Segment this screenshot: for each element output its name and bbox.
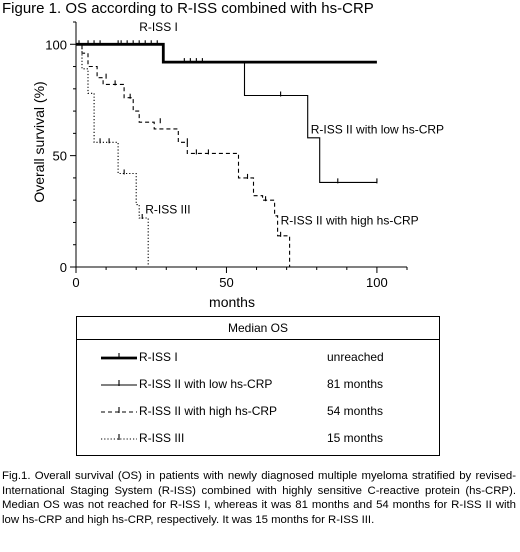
y-tick-label: 100 (45, 37, 67, 52)
series-line-0 (76, 42, 377, 64)
chart-axes: 0 50 100 0 50 100 (45, 21, 408, 290)
legend-value: 54 months (327, 404, 384, 418)
legend-row-riss-i: R-ISS I unreached (77, 347, 439, 367)
y-tick-label: 0 (60, 260, 67, 275)
figure-title: Figure 1. OS according to R-ISS combined… (2, 0, 374, 17)
legend-label: R-ISS III (139, 431, 185, 445)
series-annotation: R-ISS II with high hs-CRP (281, 214, 419, 228)
series-annotation: R-ISS III (145, 203, 190, 217)
legend-value: unreached (327, 350, 384, 364)
survival-chart: 0 50 100 0 50 100 R-ISS I R-ISS II with low hs… (31, 20, 444, 310)
legend-row-riss-ii-high: R-ISS II with high hs-CRP 54 months (77, 401, 439, 421)
legend-line-sample (101, 353, 137, 360)
legend-label: R-ISS II with low hs-CRP (139, 377, 273, 391)
legend-line-sample (101, 407, 137, 413)
series-line-1 (76, 43, 377, 183)
x-tick-label: 50 (219, 275, 233, 290)
x-tick-label: 100 (366, 275, 388, 290)
median-os-table: Median OS R-ISS I unreached R-ISS II wit… (76, 316, 440, 456)
legend-line-sample (101, 434, 137, 440)
series-annotation: R-ISS II with low hs-CRP (311, 122, 444, 136)
figure-caption: Fig.1. Overall survival (OS) in patients… (2, 470, 516, 526)
median-os-header: Median OS (77, 317, 439, 340)
legend-value: 81 months (327, 377, 384, 391)
x-axis-label: months (209, 294, 255, 310)
series-annotation: R-ISS I (139, 20, 178, 34)
y-axis-label: Overall survival (%) (31, 81, 47, 202)
legend-label: R-ISS I (139, 350, 178, 364)
y-tick-label: 50 (53, 149, 67, 164)
series-line-3 (76, 43, 149, 267)
legend-row-riss-ii-low: R-ISS II with low hs-CRP 81 months (77, 374, 439, 394)
chart-annotations: R-ISS I R-ISS II with low hs-CRP R-ISS II … (139, 20, 444, 228)
x-tick-label: 0 (72, 275, 79, 290)
legend-label: R-ISS II with high hs-CRP (139, 404, 278, 418)
legend-row-riss-iii: R-ISS III 15 months (77, 428, 439, 448)
legend-line-sample (101, 380, 137, 386)
series-line-2 (76, 43, 291, 267)
chart-series (76, 40, 378, 267)
legend-value: 15 months (327, 431, 384, 445)
